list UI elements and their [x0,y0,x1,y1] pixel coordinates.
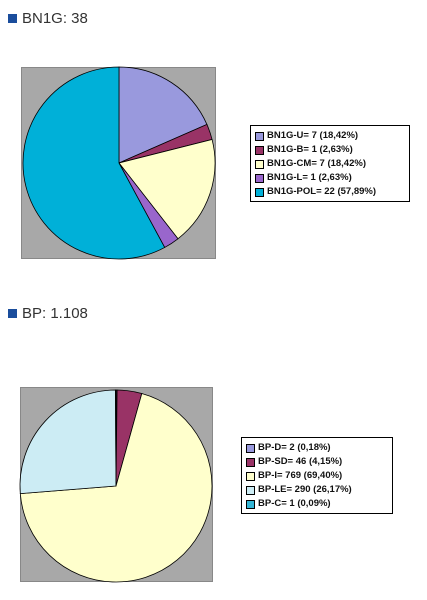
section-title-bn1g: BN1G: 38 [8,10,88,27]
legend-item: BN1G-B= 1 (2,63%) [255,143,405,157]
legend-bp: BP-D= 2 (0,18%) BP-SD= 46 (4,15%) BP-I= 76… [241,437,393,514]
legend-item: BP-C= 1 (0,09%) [246,497,388,511]
pie-slice-2 [118,138,216,240]
legend-swatch [255,159,264,169]
legend-label: BP-LE= 290 (26,17%) [258,484,352,495]
legend-label: BN1G-U= 7 (18,42%) [267,130,359,141]
section-title-text: BP: 1.108 [22,305,88,322]
section-title-text: BN1G: 38 [22,10,88,27]
legend-swatch [246,499,255,509]
pie-slice-4 [115,389,117,487]
legend-item: BP-SD= 46 (4,15%) [246,455,388,469]
legend-item: BP-I= 769 (69,40%) [246,469,388,483]
pie-slice-0 [118,66,208,164]
legend-swatch [246,471,255,481]
legend-label: BN1G-B= 1 (2,63%) [267,144,353,155]
pie-chart-svg [22,66,216,260]
title-square-icon [8,309,17,318]
pie-slice-2 [19,393,213,583]
legend-bn1g: BN1G-U= 7 (18,42%) BN1G-B= 1 (2,63%) BN1G-… [250,125,410,202]
legend-item: BP-D= 2 (0,18%) [246,441,388,455]
legend-swatch [255,187,264,197]
legend-swatch [246,485,255,495]
legend-item: BP-LE= 290 (26,17%) [246,483,388,497]
legend-swatch [255,173,264,183]
legend-label: BN1G-CM= 7 (18,42%) [267,158,366,169]
pie-slice-4 [22,66,166,260]
section-title-bp: BP: 1.108 [8,305,88,322]
legend-label: BP-D= 2 (0,18%) [258,442,331,453]
legend-swatch [246,443,255,453]
pie-slice-3 [19,389,117,495]
legend-label: BP-C= 1 (0,09%) [258,498,331,509]
legend-item: BN1G-POL= 22 (57,89%) [255,185,405,199]
pie-chart-bn1g [21,66,216,260]
legend-label: BP-SD= 46 (4,15%) [258,456,343,467]
legend-swatch [255,145,264,155]
legend-label: BN1G-POL= 22 (57,89%) [267,186,377,197]
title-square-icon [8,14,17,23]
legend-swatch [255,131,264,141]
legend-item: BN1G-U= 7 (18,42%) [255,129,405,143]
legend-item: BN1G-CM= 7 (18,42%) [255,157,405,171]
pie-chart-bp [19,387,213,583]
legend-label: BN1G-L= 1 (2,63%) [267,172,352,183]
legend-swatch [246,457,255,467]
pie-chart-svg [19,389,213,583]
legend-item: BN1G-L= 1 (2,63%) [255,171,405,185]
legend-label: BP-I= 769 (69,40%) [258,470,343,481]
